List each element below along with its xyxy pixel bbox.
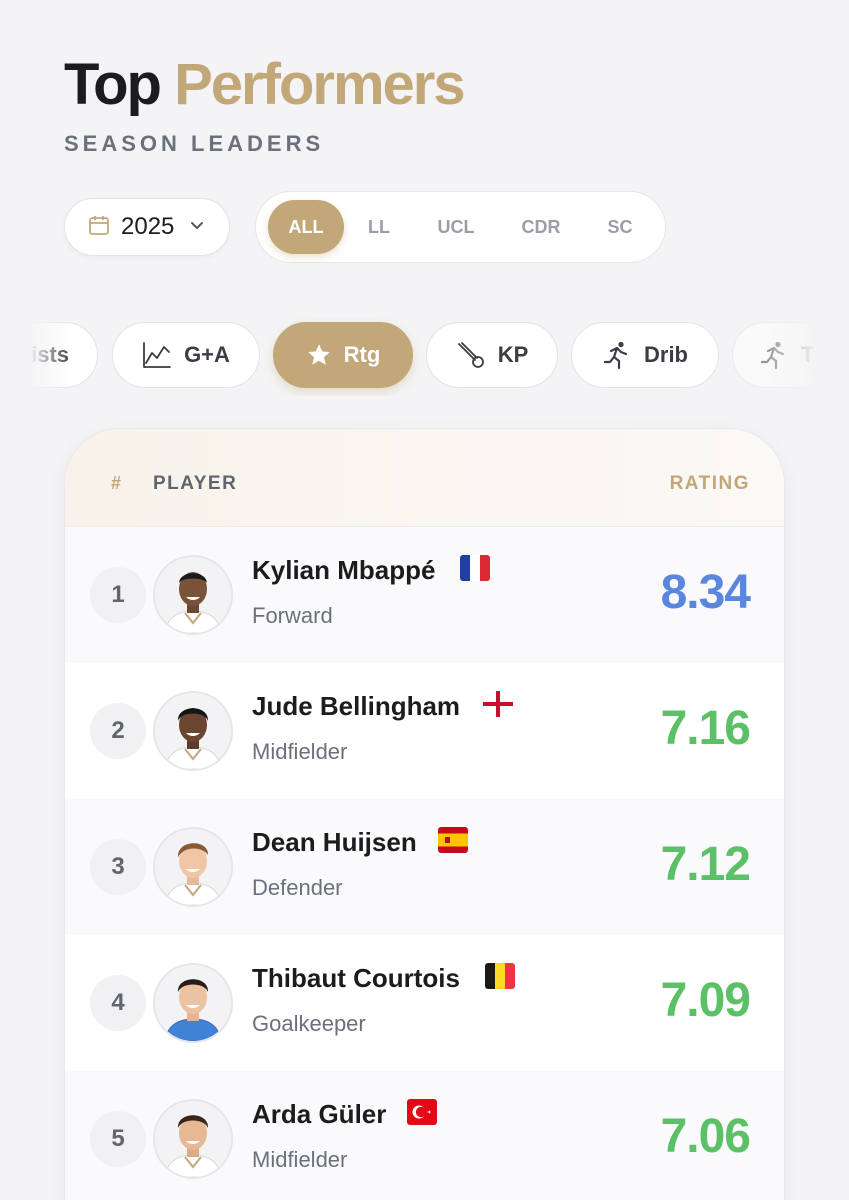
- england-flag-icon: [483, 691, 513, 717]
- player-position: Goalkeeper: [252, 1011, 366, 1036]
- page-title: Top Performers: [64, 56, 466, 114]
- tab-sc[interactable]: SC: [607, 216, 633, 237]
- player-position: Forward: [252, 603, 333, 628]
- title-part-performers: Performers: [174, 52, 465, 117]
- tab-ucl[interactable]: UCL: [437, 216, 475, 237]
- player-rating: 7.16: [660, 702, 751, 755]
- calendar-icon: [87, 213, 111, 242]
- tab-cdr[interactable]: CDR: [521, 216, 561, 237]
- rank-badge: 5: [90, 1111, 146, 1167]
- avatar: [153, 963, 233, 1043]
- tab-all[interactable]: ALL: [268, 200, 344, 254]
- column-rating: RATING: [669, 473, 750, 494]
- avatar: [153, 691, 233, 771]
- turkey-flag-icon: [407, 1099, 437, 1125]
- year-value: 2025: [121, 213, 175, 240]
- player-rating: 7.09: [660, 974, 751, 1027]
- scroll-fade-right: [760, 316, 818, 396]
- table-row[interactable]: 2 Jude Bellingham Midfielder 7.16: [65, 663, 784, 799]
- table-row[interactable]: 3 Dean Huijsen Defender 7.12: [65, 799, 784, 935]
- chip-rating-label: Rtg: [343, 342, 381, 367]
- player-position: Midfielder: [252, 739, 348, 764]
- rank-badge: 2: [90, 703, 146, 759]
- column-rank: #: [111, 473, 122, 493]
- player-name: Dean Huijsen: [252, 827, 417, 857]
- avatar: [153, 555, 233, 635]
- rank-badge: 3: [90, 839, 146, 895]
- player-name: Kylian Mbappé: [252, 555, 436, 585]
- line-chart-icon: [142, 341, 172, 369]
- avatar: [153, 1099, 233, 1179]
- page-subtitle: SEASON LEADERS: [64, 131, 325, 156]
- chip-ga-label: G+A: [184, 342, 230, 367]
- spain-flag-icon: [438, 827, 468, 853]
- rank-badge: 4: [90, 975, 146, 1031]
- player-name: Thibaut Courtois: [252, 963, 460, 993]
- runner-icon: [602, 340, 632, 370]
- star-icon: [306, 342, 332, 368]
- chip-dribbles-label: Drib: [644, 342, 688, 367]
- player-name: Arda Güler: [252, 1099, 387, 1129]
- player-rating: 8.34: [660, 566, 751, 619]
- chip-rating[interactable]: Rtg: [273, 322, 413, 388]
- table-header: # PLAYER RATING: [65, 429, 784, 527]
- player-name: Jude Bellingham: [252, 691, 461, 721]
- column-player: PLAYER: [153, 473, 238, 494]
- key-pass-icon: [456, 341, 486, 369]
- chip-dribbles[interactable]: Drib: [571, 322, 719, 388]
- leaderboard-card: # PLAYER RATING 1 Kylian Mbappé Forward …: [64, 428, 785, 1200]
- tab-ll[interactable]: LL: [368, 216, 390, 237]
- player-position: Defender: [252, 875, 343, 900]
- chip-kp[interactable]: KP: [426, 322, 558, 388]
- table-row[interactable]: 1 Kylian Mbappé Forward 8.34: [65, 527, 784, 663]
- player-rating: 7.06: [660, 1110, 751, 1163]
- avatar: [153, 827, 233, 907]
- player-rating: 7.12: [660, 838, 751, 891]
- belgium-flag-icon: [485, 963, 515, 989]
- table-row[interactable]: 5 Arda Güler Midfielder 7.06: [65, 1071, 784, 1200]
- competition-tabs: ALL LL UCL CDR SC: [255, 191, 666, 263]
- player-position: Midfielder: [252, 1147, 348, 1172]
- year-dropdown[interactable]: 2025: [64, 198, 230, 256]
- scroll-fade-left: [32, 316, 72, 396]
- table-row[interactable]: 4 Thibaut Courtois Goalkeeper 7.09: [65, 935, 784, 1071]
- stat-chip-scroller[interactable]: ists G+A Rtg: [32, 316, 818, 396]
- rank-badge: 1: [90, 567, 146, 623]
- chevron-down-icon: [188, 216, 206, 239]
- chip-kp-label: KP: [497, 342, 529, 367]
- france-flag-icon: [460, 555, 490, 581]
- title-part-top: Top: [64, 52, 162, 117]
- chip-ga[interactable]: G+A: [112, 322, 260, 388]
